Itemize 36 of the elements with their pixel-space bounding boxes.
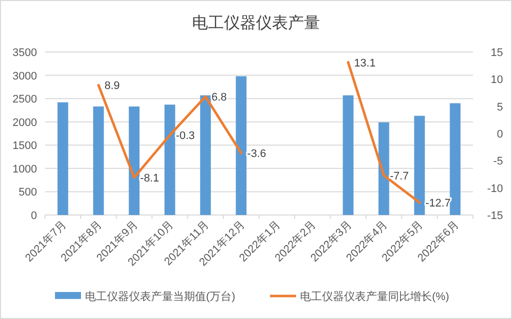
y-tick-label: 3500	[12, 47, 37, 59]
legend-label: 电工仪器仪表产量当期值(万台)	[85, 290, 236, 303]
bar	[236, 76, 247, 215]
bar	[200, 95, 211, 215]
y2-tick-label: 15	[490, 47, 503, 59]
data-label: -3.6	[247, 148, 266, 160]
chart-title: 电工仪器仪表产量	[192, 14, 320, 32]
bar	[164, 104, 176, 215]
y2-tick-label: -15	[487, 210, 503, 222]
data-label: 6.8	[212, 92, 227, 104]
y-tick-label: 0	[30, 210, 37, 222]
bar	[93, 106, 104, 215]
y-tick-label: 2500	[12, 94, 37, 106]
y2-tick-label: -10	[487, 182, 503, 195]
data-label: 13.1	[354, 57, 376, 70]
data-label: -0.3	[176, 130, 195, 142]
data-label: -7.7	[390, 170, 409, 182]
y2-tick-label: -5	[493, 156, 503, 168]
data-label: -8.1	[140, 172, 160, 185]
y-tick-label: 3000	[12, 70, 37, 82]
y-tick-label: 2000	[12, 116, 37, 129]
bar	[57, 102, 68, 215]
data-label: -12.7	[426, 198, 451, 210]
bar	[414, 116, 425, 215]
y2-tick-label: 10	[490, 74, 503, 86]
y2-tick-label: 5	[496, 101, 503, 114]
legend-label: 电工仪器仪表产量同比增长(%)	[300, 290, 450, 303]
bar	[378, 122, 390, 215]
bar	[128, 106, 140, 215]
bar	[450, 103, 461, 215]
y-tick-label: 500	[18, 186, 37, 199]
y-tick-label: 1500	[12, 140, 37, 152]
y2-tick-label: 0	[496, 128, 503, 140]
y-tick-label: 1000	[12, 163, 37, 176]
data-label: 8.9	[104, 80, 120, 92]
bar	[342, 95, 354, 215]
